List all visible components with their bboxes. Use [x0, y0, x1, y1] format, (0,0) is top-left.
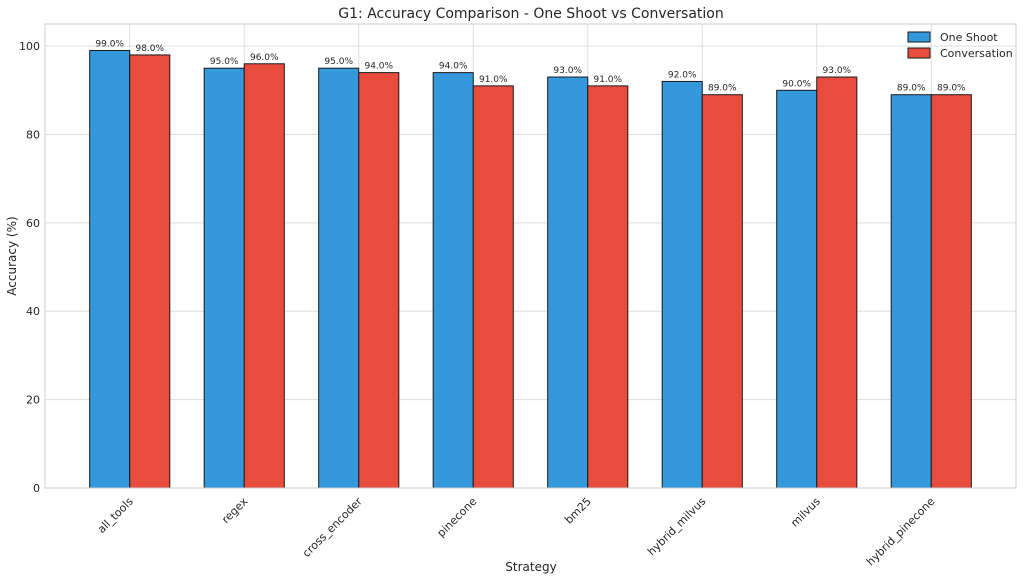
bar-value-label: 95.0% [210, 57, 239, 67]
bar-one-shoot [547, 76, 589, 489]
y-tick-label: 100 [19, 40, 40, 53]
bar-one-shoot [203, 67, 245, 489]
bar-value-label: 92.0% [668, 70, 697, 80]
x-axis-label: Strategy [505, 560, 556, 574]
bar-one-shoot [432, 72, 474, 489]
legend-label: One Shoot [940, 31, 998, 44]
chart-title: G1: Accuracy Comparison - One Shoot vs C… [338, 6, 723, 22]
bar-conversation [472, 85, 514, 489]
bar-value-label: 91.0% [479, 75, 508, 85]
y-tick-label: 60 [26, 217, 40, 230]
bar-value-label: 94.0% [439, 62, 468, 72]
x-tick-label: regex [219, 495, 251, 527]
bar-value-label: 93.0% [823, 66, 852, 76]
x-tick-label: all_tools [95, 495, 136, 536]
bar-one-shoot [89, 50, 131, 489]
bar-conversation [587, 85, 629, 489]
y-tick-label: 0 [33, 482, 40, 495]
bar-one-shoot [318, 67, 360, 489]
bar-value-label: 96.0% [250, 53, 279, 63]
bar-value-label: 95.0% [324, 57, 353, 67]
x-tick-label: hybrid_milvus [645, 495, 709, 559]
x-tick-label: hybrid_pinecone [864, 495, 938, 569]
bar-conversation [358, 72, 400, 489]
legend-swatch [907, 47, 931, 59]
bar-value-label: 89.0% [708, 84, 737, 94]
y-axis-label: Accuracy (%) [5, 216, 19, 295]
bar-value-label: 99.0% [95, 40, 124, 50]
x-tick-label: milvus [788, 495, 823, 530]
bars: 99.0% 95.0% 95.0% 94.0% 93.0% 92.0% 90.0% 89.0%… [89, 40, 972, 489]
bar-one-shoot [890, 94, 932, 489]
legend-label: Conversation [940, 47, 1013, 60]
bar-value-label: 89.0% [937, 84, 966, 94]
y-tick-label: 20 [26, 394, 40, 407]
legend-swatch [907, 31, 931, 43]
bar-conversation [243, 63, 285, 489]
bar-value-label: 90.0% [782, 79, 811, 89]
bar-one-shoot [661, 80, 703, 489]
bar-value-label: 91.0% [593, 75, 622, 85]
y-tick-label: 40 [26, 305, 40, 318]
bar-conversation [129, 54, 171, 489]
y-tick-label: 80 [26, 128, 40, 141]
x-tick-label: bm25 [562, 495, 594, 527]
x-tick-label: pinecone [435, 495, 480, 540]
bar-value-label: 98.0% [135, 44, 164, 54]
plot-frame [44, 23, 1017, 489]
bar-value-label: 89.0% [897, 84, 926, 94]
bar-conversation [701, 94, 743, 489]
legend: One Shoot Conversation [907, 31, 1013, 60]
bar-one-shoot [776, 89, 818, 489]
bar-value-label: 94.0% [364, 62, 393, 72]
bar-value-label: 93.0% [553, 66, 582, 76]
bar-conversation [930, 94, 972, 489]
bar-conversation [816, 76, 858, 489]
grid-lines [45, 24, 1016, 489]
x-tick-label: cross_encoder [300, 495, 365, 560]
